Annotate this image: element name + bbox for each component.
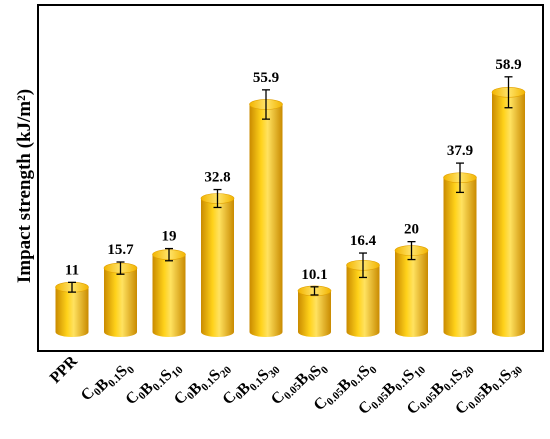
y-axis-title: Impact strength (kJ/m²) [14,89,35,283]
data-label: 16.4 [350,233,377,249]
error-bar [504,76,513,109]
error-bar [262,89,270,120]
data-label: 20 [404,222,419,238]
data-label: 15.7 [107,242,134,258]
error-bar [407,240,416,261]
bar-body [298,290,331,337]
error-bar [213,188,222,209]
data-label: 32.8 [204,170,230,186]
bar-body [55,287,89,337]
error-bar [68,281,76,293]
x-tick-label: C0B0.1S20 [171,352,235,416]
x-tick-label: PPR [47,352,81,386]
bar-body [492,92,525,337]
bars-layer: 11 15.7 19 32.8 55.9 10.1 16.4 20 37.9 58.9 [55,57,526,337]
bar-body [346,265,380,337]
data-label: 55.9 [253,70,279,86]
bar-2: 15.7 [103,242,138,337]
data-label: 11 [65,262,79,278]
data-label: 58.9 [495,57,521,73]
bar-1: 11 [55,262,89,337]
error-bar [116,261,125,275]
bar-body [443,177,477,337]
bar-body [395,250,428,337]
x-tick-label: C0B0.1S30 [219,352,283,416]
bar-body [249,104,283,337]
x-tick-label: C0B0.1S10 [122,352,186,416]
bar-body [104,268,137,337]
data-label: 19 [162,229,177,245]
error-bar [165,247,173,262]
bar-7: 16.4 [346,233,380,337]
plot-frame [37,4,544,352]
bar-5: 55.9 [249,70,283,337]
error-bar [359,252,367,279]
x-tick-label: C0.05B0.1S30 [452,352,525,425]
bar-6: 10.1 [297,267,332,337]
bar-3: 19 [152,229,186,337]
bar-body [152,254,186,337]
bar-body [201,198,234,337]
bar-9: 37.9 [443,143,477,337]
bar-10: 58.9 [491,57,526,337]
bar-4: 32.8 [200,170,235,337]
error-bar [456,162,464,194]
x-tick-label: C0.05B0S0 [268,352,332,416]
data-label: 10.1 [301,267,327,283]
data-label: 37.9 [447,143,473,159]
bar-8: 20 [394,222,429,337]
error-bar [310,286,319,296]
x-axis-tick-labels: PPRC0B0.1S0C0B0.1S10C0B0.1S20C0B0.1S30C0… [47,352,526,425]
